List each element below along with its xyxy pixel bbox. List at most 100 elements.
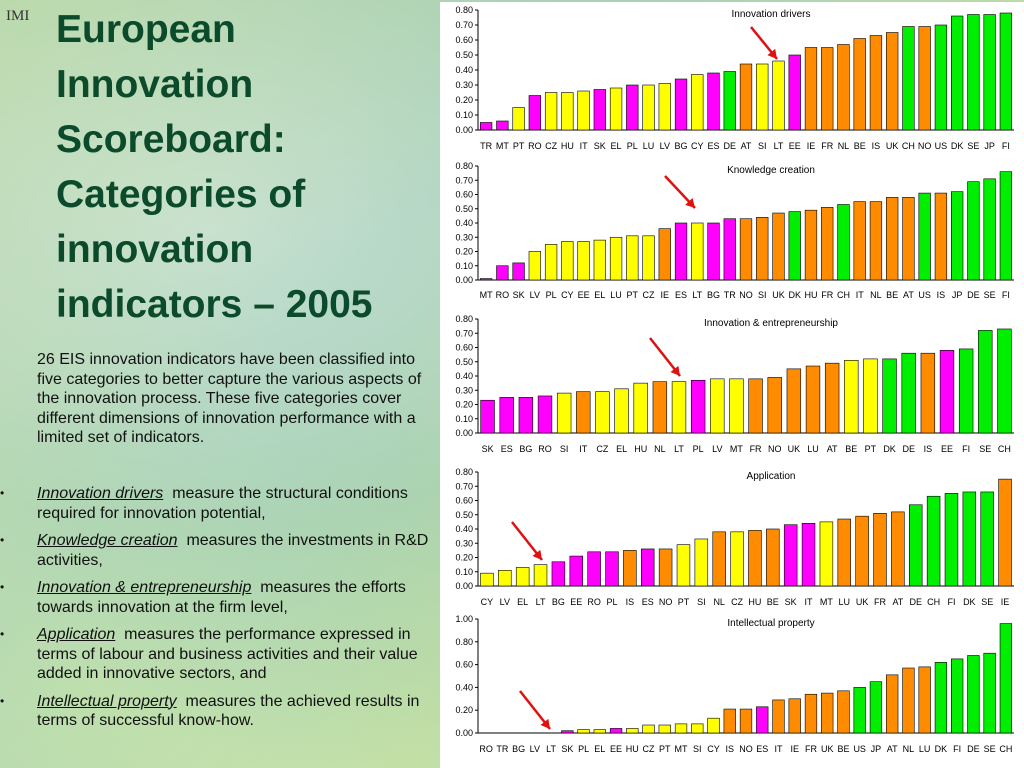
list-item-intellectual-property: • Intellectual property measures the ach… bbox=[0, 692, 440, 731]
bar bbox=[561, 730, 574, 734]
category-label: PL bbox=[606, 597, 617, 607]
page-title: European Innovation Scoreboard: Categori… bbox=[56, 8, 373, 326]
category-label: DK bbox=[935, 744, 948, 754]
category-label: CY bbox=[481, 597, 494, 607]
category-label: HU bbox=[626, 744, 639, 754]
description: measures the performance expressed in te… bbox=[37, 626, 418, 682]
bar bbox=[723, 71, 736, 131]
bar bbox=[920, 352, 936, 434]
y-tick-label: 0.70 bbox=[455, 328, 473, 338]
category-label: SE bbox=[984, 290, 996, 300]
bar bbox=[496, 265, 509, 281]
y-tick-label: 0.40 bbox=[455, 65, 473, 75]
y-tick-label: 0.20 bbox=[455, 553, 473, 563]
bar bbox=[707, 717, 720, 734]
bar bbox=[869, 681, 883, 734]
category-label: LT bbox=[774, 141, 784, 151]
bar bbox=[595, 391, 610, 434]
bar bbox=[528, 251, 541, 281]
category-label: BE bbox=[767, 597, 779, 607]
chart-application: 0.00 0.10 0.20 0.30 0.40 0.50 0.60 0.70 0.80 Appl… bbox=[455, 467, 1014, 607]
bar bbox=[788, 211, 801, 281]
category-label: DE bbox=[723, 141, 736, 151]
category-label: LT bbox=[536, 597, 546, 607]
category-label: SE bbox=[967, 141, 979, 151]
description: measures the achieved results in terms o… bbox=[37, 692, 420, 730]
category-label: SE bbox=[981, 597, 993, 607]
chart-innovation-entrepreneurship: 0.00 0.10 0.20 0.30 0.40 0.50 0.60 0.70 0.80 Inno… bbox=[455, 314, 1014, 454]
bar bbox=[882, 358, 897, 434]
bar bbox=[642, 84, 655, 131]
category-label: LU bbox=[610, 290, 622, 300]
bar bbox=[512, 262, 525, 281]
y-tick-label: 0.30 bbox=[455, 232, 473, 242]
bar bbox=[853, 687, 866, 734]
category-label: EE bbox=[570, 597, 582, 607]
category-label: EE bbox=[941, 444, 953, 454]
y-tick-label: 0.10 bbox=[455, 414, 473, 424]
bar bbox=[561, 92, 574, 131]
category-label: NL bbox=[870, 290, 882, 300]
bar bbox=[891, 511, 905, 587]
term-intellectual-property: Intellectual property bbox=[37, 692, 177, 710]
arrow-head-icon bbox=[670, 365, 680, 376]
category-label: JP bbox=[984, 141, 995, 151]
category-label: PL bbox=[693, 444, 704, 454]
bar bbox=[577, 729, 590, 734]
bar bbox=[707, 72, 720, 131]
category-label: SE bbox=[984, 744, 996, 754]
category-label: MT bbox=[496, 141, 509, 151]
category-label: BE bbox=[886, 290, 898, 300]
y-tick-label: 0.20 bbox=[455, 247, 473, 257]
category-label: IE bbox=[661, 290, 670, 300]
category-label: UK bbox=[821, 744, 834, 754]
chart-title: Application bbox=[747, 471, 796, 482]
bar bbox=[873, 513, 887, 587]
bar bbox=[934, 662, 948, 734]
category-label: IE bbox=[1001, 597, 1010, 607]
y-tick-label: 0.50 bbox=[455, 204, 473, 214]
category-label: DE bbox=[967, 744, 980, 754]
bar bbox=[723, 218, 736, 281]
bullet-icon: • bbox=[0, 627, 5, 641]
bar bbox=[804, 693, 818, 734]
category-label: BG bbox=[675, 141, 688, 151]
bar bbox=[614, 388, 629, 434]
category-label: FR bbox=[805, 744, 817, 754]
y-tick-label: 0.30 bbox=[455, 385, 473, 395]
bar bbox=[756, 217, 769, 281]
bar bbox=[902, 197, 915, 281]
category-label: IE bbox=[790, 744, 799, 754]
category-label: LV bbox=[712, 444, 722, 454]
bar bbox=[804, 47, 818, 131]
category-label: HU bbox=[561, 141, 574, 151]
bar bbox=[951, 658, 964, 734]
category-label: HU bbox=[748, 597, 761, 607]
bar bbox=[886, 32, 899, 131]
category-label: PT bbox=[513, 141, 525, 151]
category-label: FR bbox=[821, 290, 833, 300]
category-label: SK bbox=[513, 290, 525, 300]
category-label: SI bbox=[693, 744, 702, 754]
category-label: LV bbox=[500, 597, 510, 607]
bar bbox=[978, 330, 993, 434]
bar bbox=[641, 548, 655, 587]
bar bbox=[767, 377, 782, 434]
bar bbox=[690, 379, 706, 434]
bar bbox=[499, 397, 514, 434]
category-label: CZ bbox=[731, 597, 743, 607]
y-tick-label: 0.50 bbox=[455, 357, 473, 367]
y-tick-label: 0.40 bbox=[455, 218, 473, 228]
category-label: NL bbox=[713, 597, 725, 607]
bar bbox=[967, 181, 980, 281]
category-label: RO bbox=[538, 444, 552, 454]
bar bbox=[783, 524, 798, 587]
y-tick-label: 0.00 bbox=[455, 275, 473, 285]
y-tick-label: 0.20 bbox=[455, 400, 473, 410]
bar bbox=[479, 122, 493, 131]
bar bbox=[944, 493, 959, 587]
bar bbox=[537, 395, 553, 434]
bar bbox=[918, 26, 931, 131]
chart-innovation-drivers: 0.00 0.10 0.20 0.30 0.40 0.50 0.60 0.70 0.80 Inno… bbox=[455, 5, 1014, 151]
category-label: IT bbox=[856, 290, 865, 300]
